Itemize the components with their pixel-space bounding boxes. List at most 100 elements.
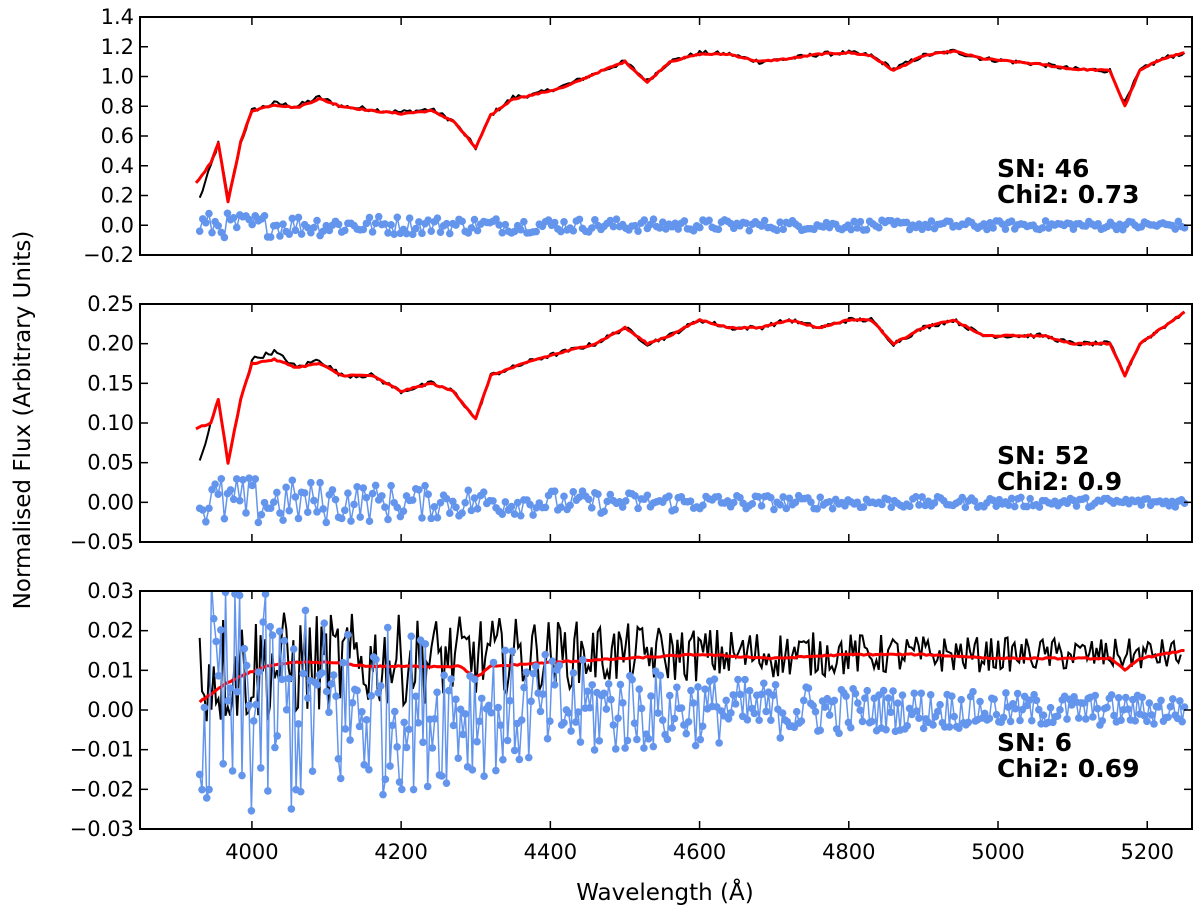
residual-point bbox=[1016, 716, 1024, 725]
residual-point bbox=[344, 489, 352, 497]
residual-point bbox=[273, 732, 282, 740]
x-tick-label: 5000 bbox=[971, 840, 1024, 864]
residual-point bbox=[847, 225, 855, 234]
residual-point bbox=[710, 675, 719, 683]
y-tick-label: 0.4 bbox=[101, 154, 134, 178]
residual-point bbox=[958, 493, 967, 502]
residual-point bbox=[970, 497, 979, 505]
residual-point bbox=[635, 685, 644, 694]
residual-point bbox=[489, 497, 497, 505]
residual-point bbox=[313, 216, 321, 225]
residual-point bbox=[926, 690, 935, 699]
y-tick-label: −0.01 bbox=[70, 738, 134, 762]
residual-point bbox=[1117, 716, 1125, 724]
residual-point bbox=[1114, 694, 1123, 702]
residual-point bbox=[724, 714, 733, 723]
residual-point bbox=[198, 785, 206, 794]
residual-point bbox=[1063, 715, 1071, 723]
residual-point bbox=[835, 729, 843, 738]
residual-point bbox=[461, 710, 470, 718]
residual-point bbox=[307, 478, 315, 487]
residual-point bbox=[251, 475, 260, 483]
residual-point bbox=[285, 230, 294, 238]
residual-point bbox=[350, 500, 358, 509]
residual-point bbox=[285, 506, 294, 515]
residual-point bbox=[433, 513, 442, 522]
residual-point bbox=[813, 505, 821, 513]
residual-point bbox=[269, 498, 278, 507]
residual-point bbox=[1176, 697, 1184, 705]
residual-point bbox=[442, 494, 451, 503]
residual-point bbox=[649, 215, 658, 223]
residual-point bbox=[279, 516, 287, 525]
residual-point bbox=[381, 503, 389, 512]
residual-point bbox=[575, 215, 584, 224]
residual-point bbox=[532, 227, 541, 236]
residual-point bbox=[797, 717, 806, 725]
residual-point bbox=[701, 685, 709, 693]
residual-point bbox=[670, 714, 679, 723]
residual-point bbox=[209, 614, 218, 623]
residual-point bbox=[520, 217, 528, 226]
residual-point bbox=[658, 716, 667, 724]
residual-point bbox=[332, 692, 340, 701]
residual-point bbox=[825, 711, 834, 719]
residual-point bbox=[886, 708, 895, 717]
residual-point bbox=[742, 219, 750, 227]
residual-point bbox=[571, 718, 580, 726]
residual-point bbox=[684, 717, 693, 726]
residual-point bbox=[205, 504, 213, 513]
residual-point bbox=[328, 486, 337, 494]
residual-point bbox=[200, 703, 209, 712]
residual-point bbox=[473, 226, 482, 235]
residual-point bbox=[992, 502, 1001, 510]
residual-point bbox=[723, 497, 732, 505]
residual-point bbox=[214, 221, 223, 230]
residual-point bbox=[600, 689, 608, 698]
residual-point bbox=[336, 774, 345, 783]
residual-point bbox=[516, 225, 525, 234]
residual-point bbox=[905, 704, 914, 713]
residual-point bbox=[510, 746, 519, 755]
residual-point bbox=[226, 486, 235, 494]
residual-point bbox=[584, 495, 593, 504]
residual-point bbox=[912, 492, 920, 501]
residual-point bbox=[524, 753, 533, 762]
residual-point bbox=[769, 691, 778, 700]
residual-point bbox=[686, 497, 695, 506]
residual-point bbox=[1091, 691, 1100, 700]
residual-point bbox=[785, 494, 794, 503]
residual-point bbox=[447, 675, 455, 683]
residual-point bbox=[918, 493, 926, 501]
residual-point bbox=[722, 696, 730, 705]
residual-point bbox=[287, 805, 296, 813]
residual-point bbox=[868, 717, 876, 726]
residual-point bbox=[459, 730, 467, 739]
residual-point bbox=[621, 744, 629, 752]
residual-point bbox=[325, 708, 333, 717]
residual-point bbox=[430, 502, 439, 511]
residual-point bbox=[236, 496, 244, 505]
residual-point bbox=[948, 692, 956, 701]
sn-annotation: SN: 46 bbox=[997, 154, 1089, 183]
residual-point bbox=[875, 691, 883, 699]
residual-point bbox=[586, 703, 594, 712]
residual-point bbox=[340, 506, 349, 515]
residual-point bbox=[825, 497, 834, 506]
residual-point bbox=[217, 475, 226, 483]
residual-point bbox=[1178, 717, 1186, 726]
residual-point bbox=[731, 700, 740, 708]
residual-point bbox=[322, 687, 331, 696]
residual-point bbox=[1053, 712, 1062, 720]
residual-point bbox=[767, 493, 775, 502]
residual-point bbox=[365, 213, 374, 222]
residual-point bbox=[550, 218, 559, 227]
residual-point bbox=[631, 491, 639, 500]
residual-point bbox=[665, 691, 674, 700]
residual-point bbox=[841, 502, 849, 510]
residual-point bbox=[198, 506, 207, 514]
residual-point bbox=[699, 501, 707, 510]
residual-point bbox=[606, 490, 615, 499]
residual-point bbox=[569, 669, 578, 677]
residual-point bbox=[915, 714, 923, 723]
